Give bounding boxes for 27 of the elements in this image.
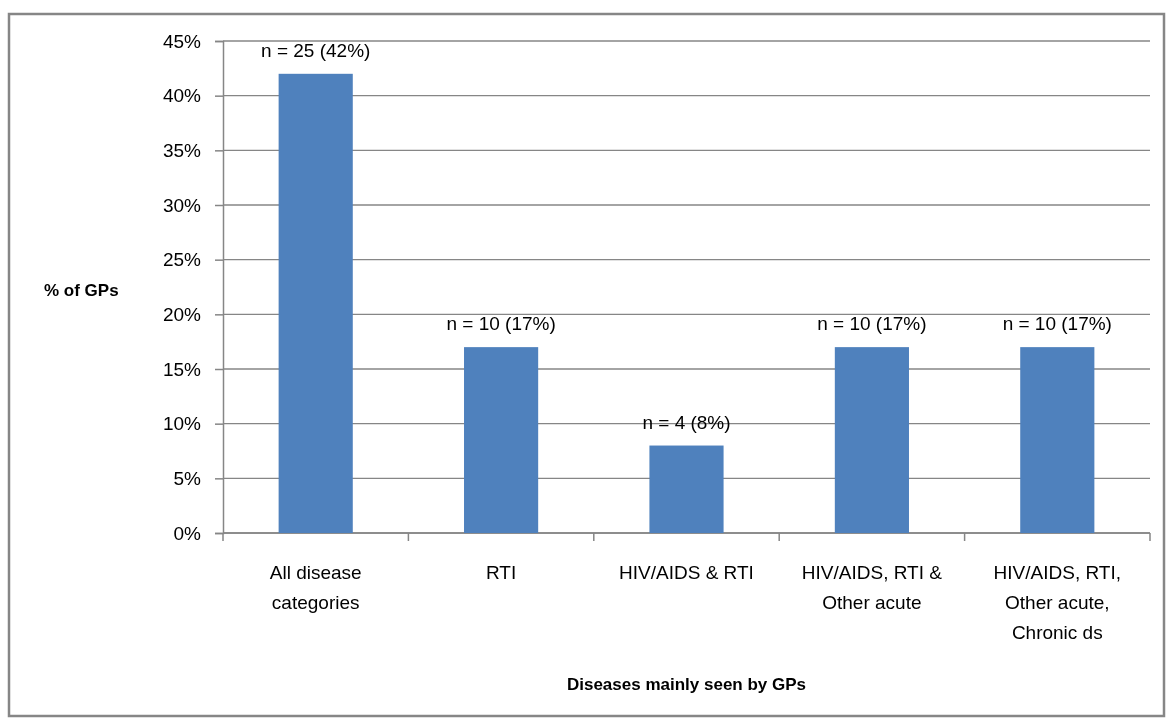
data-label: n = 10 (17%) [446, 313, 556, 335]
data-label: n = 10 (17%) [817, 313, 927, 335]
y-tick-label: 40% [162, 85, 202, 107]
y-tick-label: 0% [173, 522, 202, 544]
bar [834, 347, 909, 533]
y-tick-label: 20% [162, 303, 202, 325]
x-tick-label: RTI [485, 562, 517, 583]
bar [278, 73, 353, 533]
x-axis-title: Diseases mainly seen by GPs [566, 675, 807, 694]
bar [1020, 347, 1095, 533]
bar [649, 445, 724, 533]
y-tick-label: 45% [162, 30, 202, 52]
y-tick-label: 15% [162, 358, 202, 380]
y-tick-label: 35% [162, 139, 202, 161]
data-label: n = 25 (42%) [261, 39, 371, 61]
x-tick-label: All disease categories [269, 562, 362, 613]
y-tick-label: 5% [173, 467, 202, 489]
y-tick-label: 25% [162, 249, 202, 271]
data-label: n = 4 (8%) [642, 411, 731, 433]
bar [464, 347, 539, 533]
x-tick-label: HIV/AIDS & RTI [619, 562, 754, 583]
x-tick-label: HIV/AIDS, RTI, Other acute, Chronic ds [993, 562, 1121, 643]
y-tick-label: 30% [162, 194, 202, 216]
x-tick-label: HIV/AIDS, RTI & Other acute [801, 562, 943, 613]
y-axis-title: % of GPs [44, 281, 119, 300]
data-label: n = 10 (17%) [1002, 313, 1112, 335]
y-tick-label: 10% [162, 413, 202, 435]
